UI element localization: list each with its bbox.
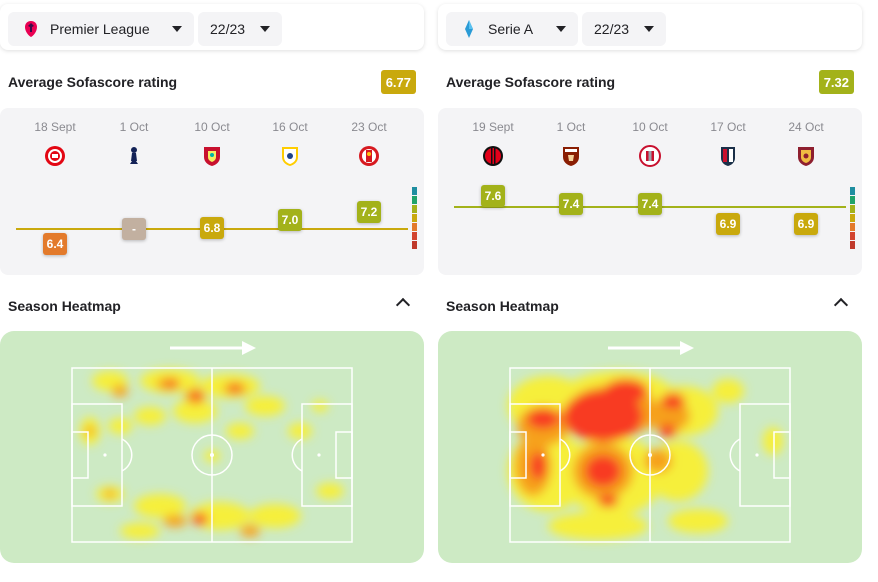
match-date: 19 Sept [472, 120, 514, 134]
average-rating-badge: 7.32 [818, 70, 854, 94]
match-date: 18 Sept [34, 120, 76, 134]
brentford-crest-icon[interactable] [43, 144, 67, 168]
match-date: 10 Oct [632, 120, 668, 134]
season-label: 22/23 [594, 21, 630, 37]
chevron-down-icon [172, 26, 182, 32]
season-heatmap [438, 331, 862, 563]
match-rating-badge[interactable]: 7.4 [638, 193, 662, 215]
heatmap-density [508, 371, 783, 540]
match-rating-badge[interactable]: 6.9 [716, 213, 740, 235]
rating-color-scale [850, 187, 855, 250]
league-dropdown[interactable]: Premier League [8, 12, 194, 46]
bologna-crest-icon[interactable] [716, 144, 740, 168]
season-heatmap [0, 331, 424, 563]
rating-section-title: Average Sofascore rating [8, 74, 178, 90]
season-dropdown[interactable]: 22/23 [198, 12, 282, 46]
match-ratings-card: 19 Sept 1 Oct 10 Oct 17 Oct 24 Oct 7.6 [438, 108, 862, 275]
league-dropdown[interactable]: Serie A [446, 12, 578, 46]
premier-league-icon [25, 21, 37, 37]
match-date: 23 Oct [351, 120, 387, 134]
cremonese-crest-icon[interactable] [638, 144, 662, 168]
match-ratings-card: 18 Sept 1 Oct 10 Oct 16 Oct 23 Oct 6.4 [0, 108, 424, 275]
tournament-selector-bar: Premier League 22/23 [0, 4, 424, 50]
match-date: 24 Oct [788, 120, 824, 134]
pitch-markings [71, 367, 353, 543]
match-rating-badge[interactable]: 6.4 [43, 233, 67, 255]
match-rating-badge[interactable]: 6.9 [794, 213, 818, 235]
season-label: 22/23 [210, 21, 246, 37]
season-dropdown[interactable]: 22/23 [582, 12, 666, 46]
match-rating-badge[interactable]: 7.6 [481, 185, 505, 207]
match-rating-badge[interactable]: 7.2 [357, 201, 381, 223]
liverpool-crest-icon[interactable] [200, 144, 224, 168]
match-rating-badge[interactable]: 7.0 [278, 209, 302, 231]
heatmap-section-title: Season Heatmap [8, 298, 121, 314]
pitch-markings [509, 367, 791, 543]
roma-crest-icon[interactable] [794, 144, 818, 168]
league-name: Serie A [488, 21, 534, 37]
heatmap-section-title: Season Heatmap [446, 298, 559, 314]
heatmap-density [80, 369, 344, 539]
serie-a-panel: Serie A 22/23 Average Sofascore rating 7… [438, 0, 862, 582]
rating-color-scale [412, 187, 417, 250]
southampton-crest-icon[interactable] [357, 144, 381, 168]
torino-crest-icon[interactable] [559, 144, 583, 168]
heatmap-pitch [71, 341, 353, 543]
leeds-crest-icon[interactable] [278, 144, 302, 168]
collapse-chevron-up-icon[interactable] [395, 297, 411, 313]
match-rating-badge[interactable]: - [122, 218, 146, 241]
match-date: 17 Oct [710, 120, 746, 134]
match-date: 10 Oct [194, 120, 230, 134]
match-rating-badge[interactable]: 7.4 [559, 193, 583, 215]
tournament-selector-bar: Serie A 22/23 [438, 4, 862, 50]
tottenham-crest-icon[interactable] [122, 144, 146, 168]
premier-league-panel: Premier League 22/23 Average Sofascore r… [0, 0, 424, 582]
match-date: 16 Oct [272, 120, 308, 134]
match-date: 1 Oct [556, 120, 586, 134]
heatmap-pitch [508, 341, 791, 543]
chevron-down-icon [260, 26, 270, 32]
chevron-down-icon [644, 26, 654, 32]
match-date: 1 Oct [119, 120, 149, 134]
ac-milan-crest-icon[interactable] [481, 144, 505, 168]
attack-direction-arrow-icon [170, 341, 256, 355]
league-name: Premier League [50, 21, 150, 37]
chevron-down-icon [556, 26, 566, 32]
collapse-chevron-up-icon[interactable] [833, 297, 849, 313]
match-rating-badge[interactable]: 6.8 [200, 217, 224, 239]
rating-section-title: Average Sofascore rating [446, 74, 616, 90]
attack-direction-arrow-icon [608, 341, 694, 355]
serie-a-icon [465, 20, 473, 38]
average-rating-badge: 6.77 [380, 70, 416, 94]
